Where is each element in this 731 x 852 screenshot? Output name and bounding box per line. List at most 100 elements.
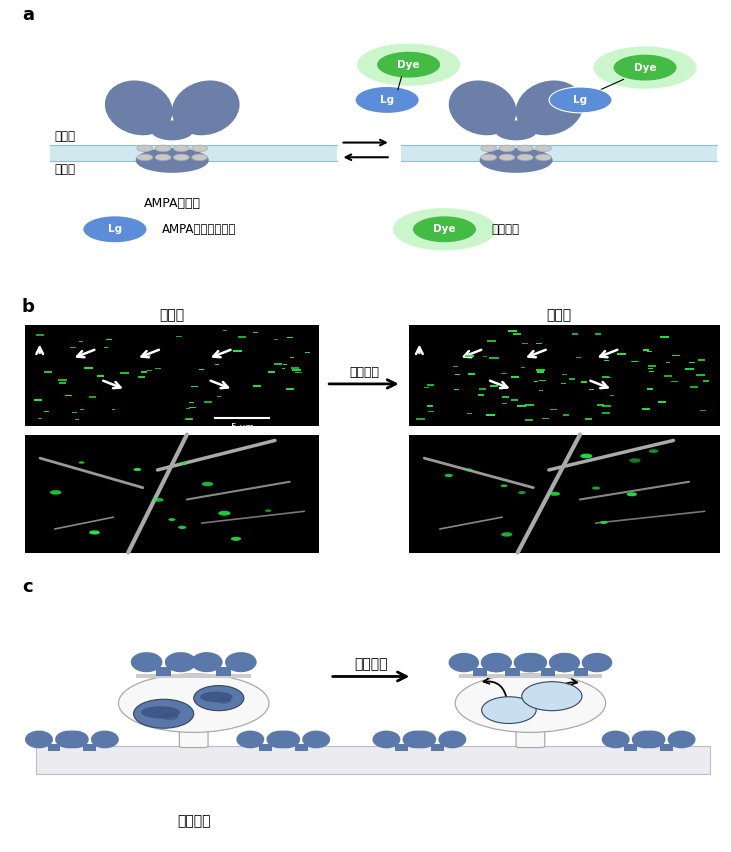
- Circle shape: [536, 154, 551, 160]
- Bar: [550, 409, 556, 411]
- Bar: [502, 404, 507, 405]
- Bar: [605, 360, 609, 361]
- Bar: [672, 354, 680, 356]
- Ellipse shape: [582, 653, 613, 672]
- Bar: [534, 381, 538, 382]
- Ellipse shape: [515, 80, 583, 135]
- Circle shape: [501, 485, 507, 487]
- Circle shape: [594, 47, 697, 89]
- Circle shape: [444, 474, 453, 477]
- Text: AMPA受容体の薬剤: AMPA受容体の薬剤: [162, 222, 236, 236]
- Bar: [517, 405, 526, 407]
- Bar: [45, 371, 52, 373]
- Circle shape: [265, 509, 271, 512]
- Circle shape: [137, 154, 153, 160]
- Circle shape: [168, 518, 175, 521]
- Bar: [238, 336, 246, 338]
- Text: 長期増強: 長期増強: [349, 366, 379, 379]
- Bar: [295, 371, 303, 373]
- Circle shape: [180, 462, 187, 465]
- Circle shape: [78, 461, 85, 463]
- Bar: [595, 333, 602, 335]
- Bar: [690, 386, 698, 389]
- Circle shape: [192, 145, 208, 152]
- Bar: [502, 396, 510, 398]
- Bar: [289, 357, 294, 358]
- Bar: [88, 341, 93, 342]
- Bar: [576, 357, 581, 358]
- Bar: [467, 413, 471, 414]
- Ellipse shape: [482, 697, 536, 723]
- Bar: [253, 332, 258, 333]
- Bar: [199, 369, 204, 370]
- Bar: [648, 368, 653, 369]
- Ellipse shape: [136, 148, 209, 173]
- Circle shape: [600, 521, 607, 524]
- Ellipse shape: [55, 730, 83, 748]
- Bar: [106, 339, 112, 340]
- Ellipse shape: [161, 713, 178, 720]
- Ellipse shape: [449, 80, 517, 135]
- Bar: [291, 366, 300, 369]
- Bar: [536, 369, 545, 371]
- Bar: [454, 389, 459, 390]
- Circle shape: [549, 87, 612, 112]
- Bar: [428, 411, 433, 412]
- Bar: [104, 347, 108, 348]
- Bar: [526, 404, 534, 406]
- Circle shape: [413, 216, 476, 242]
- Bar: [520, 367, 525, 368]
- Ellipse shape: [550, 653, 580, 672]
- Ellipse shape: [495, 120, 537, 141]
- Bar: [689, 362, 695, 363]
- Bar: [473, 668, 488, 676]
- Circle shape: [518, 154, 533, 160]
- Ellipse shape: [439, 730, 466, 748]
- Ellipse shape: [200, 692, 232, 702]
- Bar: [89, 396, 96, 398]
- Bar: [487, 340, 496, 342]
- Bar: [465, 355, 474, 357]
- Bar: [222, 344, 226, 345]
- Bar: [141, 371, 147, 372]
- Bar: [34, 399, 42, 400]
- Ellipse shape: [165, 652, 197, 672]
- Bar: [58, 379, 67, 381]
- Circle shape: [550, 492, 560, 496]
- Bar: [523, 343, 529, 344]
- Bar: [581, 382, 587, 383]
- Bar: [416, 417, 425, 420]
- Circle shape: [465, 469, 473, 471]
- Circle shape: [518, 145, 533, 152]
- Bar: [572, 333, 578, 335]
- Ellipse shape: [602, 730, 629, 748]
- Bar: [631, 360, 640, 362]
- Bar: [268, 371, 275, 372]
- Bar: [185, 418, 193, 420]
- Circle shape: [134, 468, 141, 471]
- Bar: [602, 406, 610, 407]
- Text: 5 μm: 5 μm: [230, 423, 254, 432]
- Text: 神経細胞: 神経細胞: [177, 815, 211, 828]
- Bar: [525, 419, 533, 421]
- Text: 細胞外: 細胞外: [54, 130, 75, 143]
- Bar: [490, 385, 499, 387]
- Bar: [283, 364, 287, 365]
- Bar: [48, 744, 61, 751]
- Bar: [96, 375, 104, 377]
- Ellipse shape: [667, 730, 695, 748]
- Bar: [83, 367, 93, 369]
- Bar: [649, 371, 654, 372]
- Text: Lg: Lg: [574, 95, 588, 105]
- Circle shape: [580, 453, 592, 458]
- Bar: [489, 357, 499, 359]
- Circle shape: [648, 449, 659, 453]
- Bar: [702, 380, 709, 382]
- FancyBboxPatch shape: [179, 727, 208, 747]
- Circle shape: [355, 87, 419, 112]
- Bar: [147, 370, 151, 371]
- Bar: [542, 417, 549, 419]
- Bar: [292, 369, 301, 371]
- Circle shape: [231, 537, 241, 541]
- Circle shape: [499, 154, 515, 160]
